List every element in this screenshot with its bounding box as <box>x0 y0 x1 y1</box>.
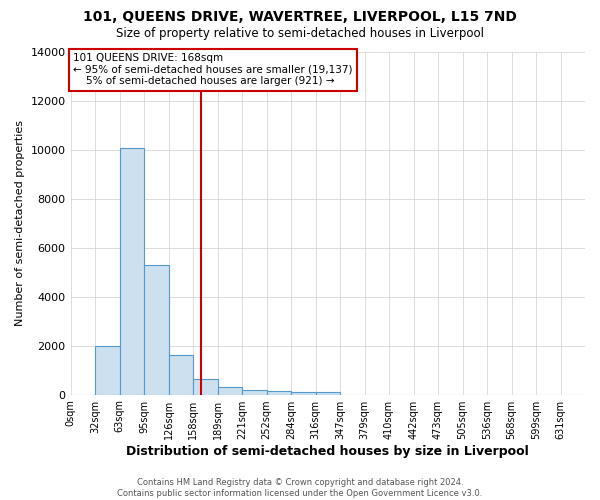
Text: Contains HM Land Registry data © Crown copyright and database right 2024.
Contai: Contains HM Land Registry data © Crown c… <box>118 478 482 498</box>
Bar <box>193 378 218 394</box>
Text: 101, QUEENS DRIVE, WAVERTREE, LIVERPOOL, L15 7ND: 101, QUEENS DRIVE, WAVERTREE, LIVERPOOL,… <box>83 10 517 24</box>
Bar <box>242 390 266 394</box>
Bar <box>144 264 169 394</box>
Y-axis label: Number of semi-detached properties: Number of semi-detached properties <box>15 120 25 326</box>
Bar <box>218 388 242 394</box>
Bar <box>266 391 291 394</box>
Bar <box>95 346 119 395</box>
Text: 101 QUEENS DRIVE: 168sqm
← 95% of semi-detached houses are smaller (19,137)
    : 101 QUEENS DRIVE: 168sqm ← 95% of semi-d… <box>73 53 353 86</box>
Bar <box>119 148 144 394</box>
X-axis label: Distribution of semi-detached houses by size in Liverpool: Distribution of semi-detached houses by … <box>127 444 529 458</box>
Bar <box>169 356 193 395</box>
Bar <box>316 392 340 394</box>
Text: Size of property relative to semi-detached houses in Liverpool: Size of property relative to semi-detach… <box>116 28 484 40</box>
Bar <box>291 392 316 394</box>
